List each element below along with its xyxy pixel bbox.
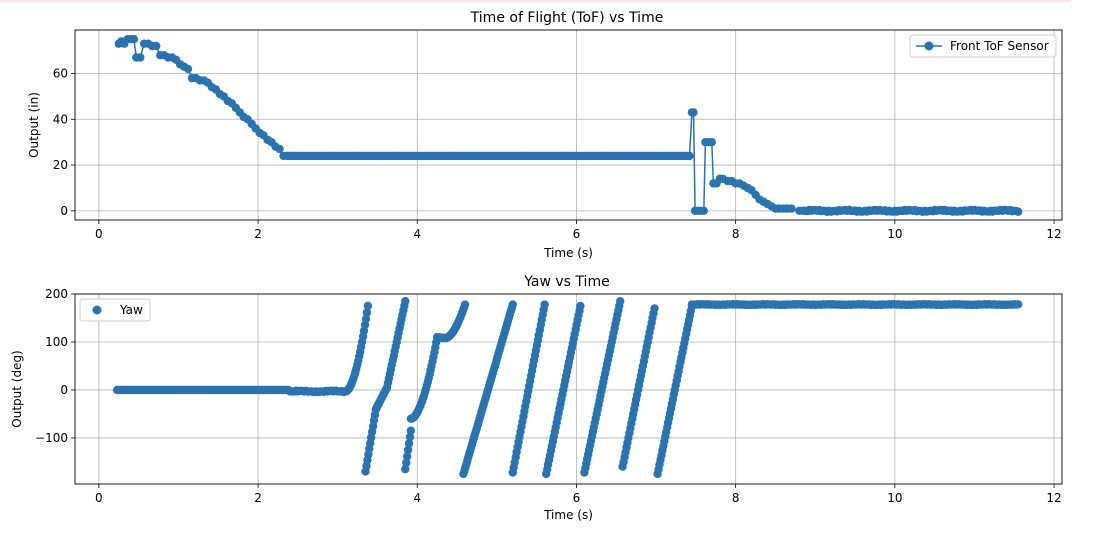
x-axis-label: Time (s) [543, 508, 593, 522]
x-tick-label: 0 [95, 227, 103, 241]
data-point [361, 314, 371, 324]
data-point [401, 464, 410, 474]
data-point [405, 432, 415, 442]
chart-title: Yaw vs Time [523, 274, 609, 290]
chart-title: Time of Flight (ToF) vs Time [470, 10, 664, 26]
legend-box [79, 298, 151, 322]
yaw-chart: Yaw vs Time 0 2 4 6 8 10 12 −100 0 100 200 Time (s… [10, 274, 1063, 522]
data-series [114, 35, 1023, 216]
x-tick-label: 12 [1046, 491, 1061, 505]
axis-ticks: 0 2 4 6 8 10 12 0 20 40 60 [53, 66, 1062, 241]
data-point [1014, 300, 1023, 309]
y-tick-label: 0 [60, 383, 68, 397]
data-point [685, 151, 694, 161]
y-tick-label: 20 [53, 158, 68, 172]
y-tick-label: 100 [45, 335, 68, 349]
x-tick-label: 8 [732, 491, 740, 505]
y-tick-label: 200 [45, 287, 68, 301]
legend-label: Front ToF Sensor [950, 39, 1049, 53]
data-point [183, 64, 193, 74]
data-point [699, 206, 708, 215]
x-tick-label: 2 [254, 491, 262, 505]
data-point [650, 304, 659, 313]
data-point [707, 138, 716, 147]
grid [75, 30, 1062, 220]
plot-frame [74, 293, 1063, 485]
data-point [401, 297, 410, 306]
plot-frame [74, 29, 1063, 221]
x-axis-label: Time (s) [543, 246, 593, 260]
y-tick-label: −100 [35, 431, 68, 445]
axis-ticks: 0 2 4 6 8 10 12 −100 0 100 200 [35, 287, 1062, 505]
x-tick-label: 6 [573, 491, 581, 505]
legend-label: Yaw [119, 303, 143, 317]
data-point [576, 301, 585, 311]
x-tick-label: 4 [413, 227, 421, 241]
legend-box [909, 34, 1057, 58]
data-point [363, 301, 373, 311]
data-point [1014, 207, 1023, 216]
y-axis-label: Output (in) [27, 92, 41, 158]
x-tick-label: 0 [95, 491, 103, 505]
data-series [113, 297, 1023, 479]
data-point [129, 35, 139, 44]
y-axis-label: Output (deg) [10, 350, 24, 427]
y-tick-label: 0 [60, 204, 68, 218]
x-tick-label: 4 [413, 491, 421, 505]
x-tick-label: 6 [573, 227, 581, 241]
x-tick-label: 10 [887, 491, 902, 505]
legend-marker-circle [924, 41, 934, 51]
top-border-strip [0, 0, 1070, 2]
x-tick-label: 8 [732, 227, 740, 241]
data-point [460, 300, 470, 309]
data-point [404, 439, 414, 448]
x-tick-label: 12 [1046, 227, 1061, 241]
data-point [406, 426, 416, 435]
data-point [540, 300, 549, 309]
data-point [136, 53, 145, 62]
data-point [403, 452, 412, 461]
data-point [403, 445, 413, 455]
data-point [787, 204, 796, 213]
x-tick-label: 10 [887, 227, 902, 241]
data-point [275, 144, 284, 154]
data-point [689, 108, 698, 117]
data-point [362, 308, 372, 317]
legend-marker-circle [92, 305, 102, 315]
y-tick-label: 60 [53, 66, 68, 80]
data-point [508, 300, 517, 309]
data-point [402, 458, 411, 467]
tof-chart: Time of Flight (ToF) vs Time 0 2 4 6 8 10 12 0 2… [27, 10, 1063, 260]
y-tick-label: 40 [53, 112, 68, 126]
data-point [616, 297, 625, 306]
legend[interactable]: Front ToF Sensor [909, 34, 1057, 58]
legend[interactable]: Yaw [79, 298, 151, 322]
data-point [152, 41, 161, 51]
x-tick-label: 2 [254, 227, 262, 241]
